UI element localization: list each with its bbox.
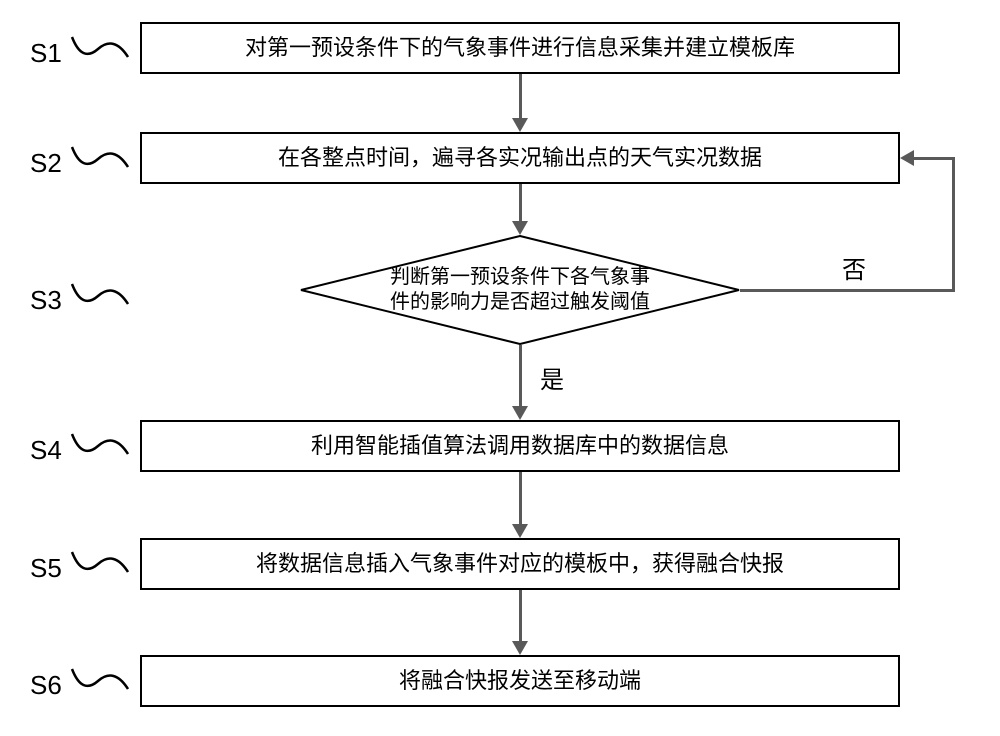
box-s2: 在各整点时间，遍寻各实况输出点的天气实况数据 <box>140 132 900 184</box>
arrow-s5-s6 <box>519 590 522 641</box>
label-s1: S1 <box>30 38 62 69</box>
squiggle-s6 <box>70 667 130 697</box>
box-s2-text: 在各整点时间，遍寻各实况输出点的天气实况数据 <box>278 144 762 173</box>
squiggle-s5 <box>70 550 130 580</box>
box-s1: 对第一预设条件下的气象事件进行信息采集并建立模板库 <box>140 22 900 74</box>
squiggle-s1 <box>70 35 130 65</box>
arrow-s2-s3 <box>519 184 522 221</box>
box-s4: 利用智能插值算法调用数据库中的数据信息 <box>140 420 900 472</box>
feedback-h1 <box>740 289 955 292</box>
label-s6: S6 <box>30 670 62 701</box>
box-s5: 将数据信息插入气象事件对应的模板中，获得融合快报 <box>140 538 900 590</box>
diamond-s3-text: 判断第一预设条件下各气象事 件的影响力是否超过触发阈值 <box>360 265 680 315</box>
label-s5: S5 <box>30 553 62 584</box>
box-s1-text: 对第一预设条件下的气象事件进行信息采集并建立模板库 <box>245 34 795 63</box>
arrow-s1-s2 <box>519 74 522 118</box>
squiggle-s4 <box>70 432 130 462</box>
flowchart-canvas: S1 对第一预设条件下的气象事件进行信息采集并建立模板库 S2 在各整点时间，遍… <box>0 0 1000 736</box>
branch-no: 否 <box>842 250 866 285</box>
branch-yes: 是 <box>540 360 564 395</box>
diamond-s3: 判断第一预设条件下各气象事 件的影响力是否超过触发阈值 <box>300 235 740 345</box>
box-s6-text: 将融合快报发送至移动端 <box>399 667 641 696</box>
arrow-s5-s6-head <box>512 641 528 655</box>
squiggle-s2 <box>70 145 130 175</box>
arrow-s3-s4 <box>519 345 522 406</box>
diamond-s3-line1: 判断第一预设条件下各气象事 <box>390 266 650 288</box>
arrow-s3-s4-head <box>512 406 528 420</box>
arrow-s1-s2-head <box>512 118 528 132</box>
box-s4-text: 利用智能插值算法调用数据库中的数据信息 <box>311 432 729 461</box>
label-s2: S2 <box>30 148 62 179</box>
squiggle-s3 <box>70 282 130 312</box>
feedback-head <box>900 150 914 166</box>
feedback-v <box>952 158 955 291</box>
diamond-s3-line2: 件的影响力是否超过触发阈值 <box>390 291 650 313</box>
label-s4: S4 <box>30 435 62 466</box>
arrow-s4-s5 <box>519 472 522 524</box>
label-s3: S3 <box>30 285 62 316</box>
box-s5-text: 将数据信息插入气象事件对应的模板中，获得融合快报 <box>256 550 784 579</box>
feedback-h2 <box>914 157 955 160</box>
arrow-s4-s5-head <box>512 524 528 538</box>
box-s6: 将融合快报发送至移动端 <box>140 655 900 707</box>
arrow-s2-s3-head <box>512 221 528 235</box>
